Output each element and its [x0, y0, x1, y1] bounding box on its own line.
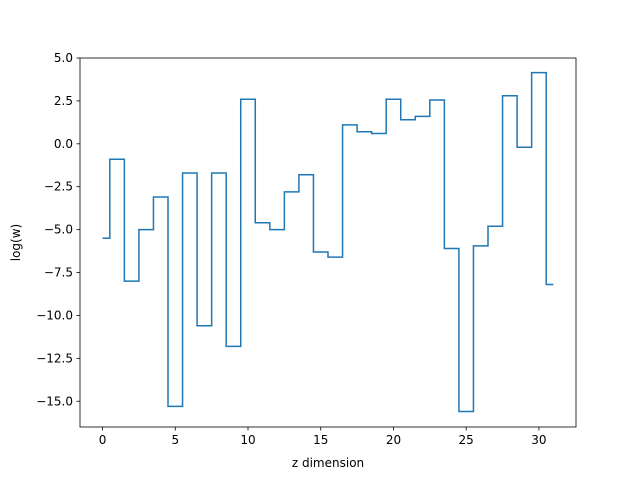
y-tick-label: 5.0: [54, 51, 73, 65]
axes-frame: [79, 57, 577, 428]
y-tick-label: 0.0: [54, 137, 73, 151]
series-line: [102, 71, 554, 413]
y-axis-label: log(w): [9, 224, 23, 261]
x-tick-label: 5: [171, 433, 179, 447]
ticks: 0 5 10 15 20 25 30 −15.0 −12.5 −10.0 −7.5 −5.0 −2.5 0…: [36, 51, 546, 447]
x-tick-label: 0: [99, 433, 107, 447]
x-axis-label: z dimension: [292, 456, 364, 470]
y-tick-label: 2.5: [54, 94, 73, 108]
y-tick-label: −5.0: [44, 223, 73, 237]
y-tick-label: −15.0: [36, 394, 73, 408]
y-tick-label: −2.5: [44, 180, 73, 194]
y-tick-label: −7.5: [44, 266, 73, 280]
y-tick-label: −10.0: [36, 308, 73, 322]
x-tick-label: 15: [313, 433, 328, 447]
x-tick-label: 20: [386, 433, 401, 447]
x-tick-label: 10: [240, 433, 255, 447]
y-tick-label: −12.5: [36, 351, 73, 365]
x-tick-label: 30: [531, 433, 546, 447]
x-tick-label: 25: [459, 433, 474, 447]
